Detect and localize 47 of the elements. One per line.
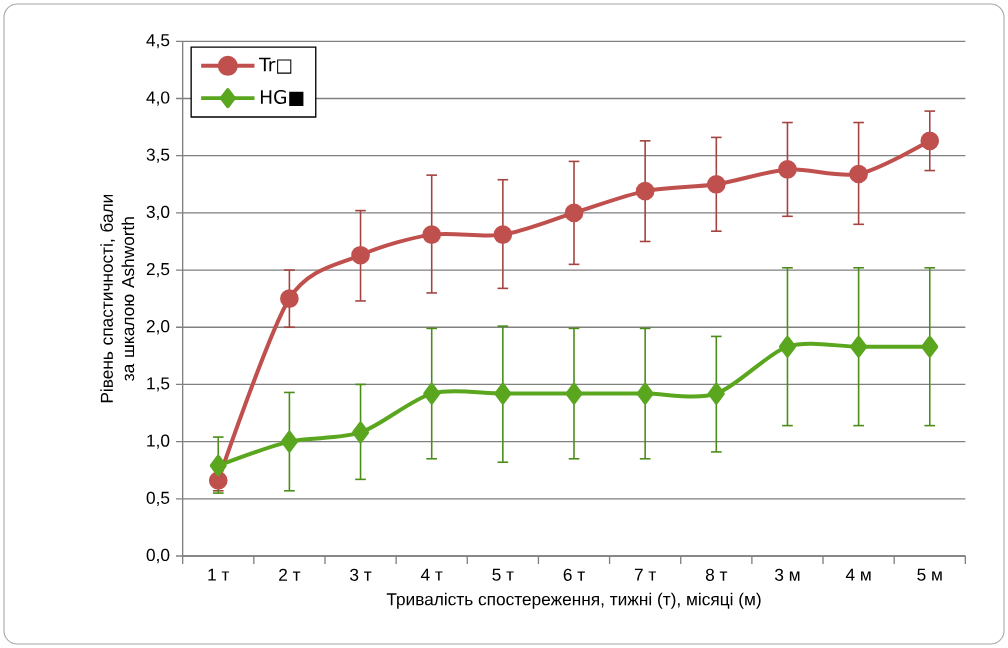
point <box>921 336 939 358</box>
point <box>706 174 726 194</box>
point <box>849 164 868 184</box>
y-tick-label: 2,0 <box>146 320 170 335</box>
x-tick-label: 3 т <box>350 568 372 581</box>
x-tick-label: 5 т <box>492 568 514 581</box>
x-axis-title: Тривалість спостереження, тижні (т), місяці (м) <box>386 592 761 609</box>
point <box>635 181 655 201</box>
point <box>422 225 442 244</box>
legend-label: HG■ <box>260 89 304 107</box>
x-tick-label: 2 т <box>279 568 301 581</box>
y-tick-label: 3,5 <box>146 148 170 163</box>
point <box>778 336 796 358</box>
y-tick-label: 4,0 <box>146 91 170 106</box>
y-tick-label: 4,5 <box>146 34 170 49</box>
point <box>423 382 441 405</box>
x-tick-label: 5 м <box>917 568 942 581</box>
point <box>209 454 227 477</box>
point <box>494 382 512 405</box>
point <box>493 225 513 244</box>
y-tick-label: 0,5 <box>146 491 170 506</box>
x-tick-label: 8 т <box>705 568 728 581</box>
point <box>707 382 725 405</box>
point <box>351 245 370 265</box>
point <box>920 131 940 151</box>
y-tick-label: 3,0 <box>146 205 170 221</box>
point <box>280 430 298 453</box>
x-tick-label: 4 м <box>845 568 871 581</box>
y-axis-title: Рівень спастичності, бали за шкалою Ashworth <box>100 194 135 403</box>
x-tick-label: 3 м <box>774 568 800 581</box>
point <box>850 336 868 358</box>
y-tick-label: 1,0 <box>147 434 170 449</box>
point <box>280 289 299 308</box>
point <box>778 160 797 179</box>
y-tick-label: 2,5 <box>146 262 170 278</box>
legend-label: Tr□ <box>259 57 292 74</box>
point <box>564 203 584 223</box>
y-tick-label: 0,0 <box>146 548 170 564</box>
point <box>636 382 654 405</box>
x-tick-label: 7 т <box>634 568 657 581</box>
x-tick-label: 4 т <box>420 568 443 581</box>
point <box>352 421 370 444</box>
x-tick-label: 1 т <box>208 568 230 581</box>
x-tick-label: 6 т <box>563 568 585 581</box>
point <box>208 471 228 490</box>
y-tick-label: 1,5 <box>147 377 170 392</box>
point <box>565 382 583 405</box>
